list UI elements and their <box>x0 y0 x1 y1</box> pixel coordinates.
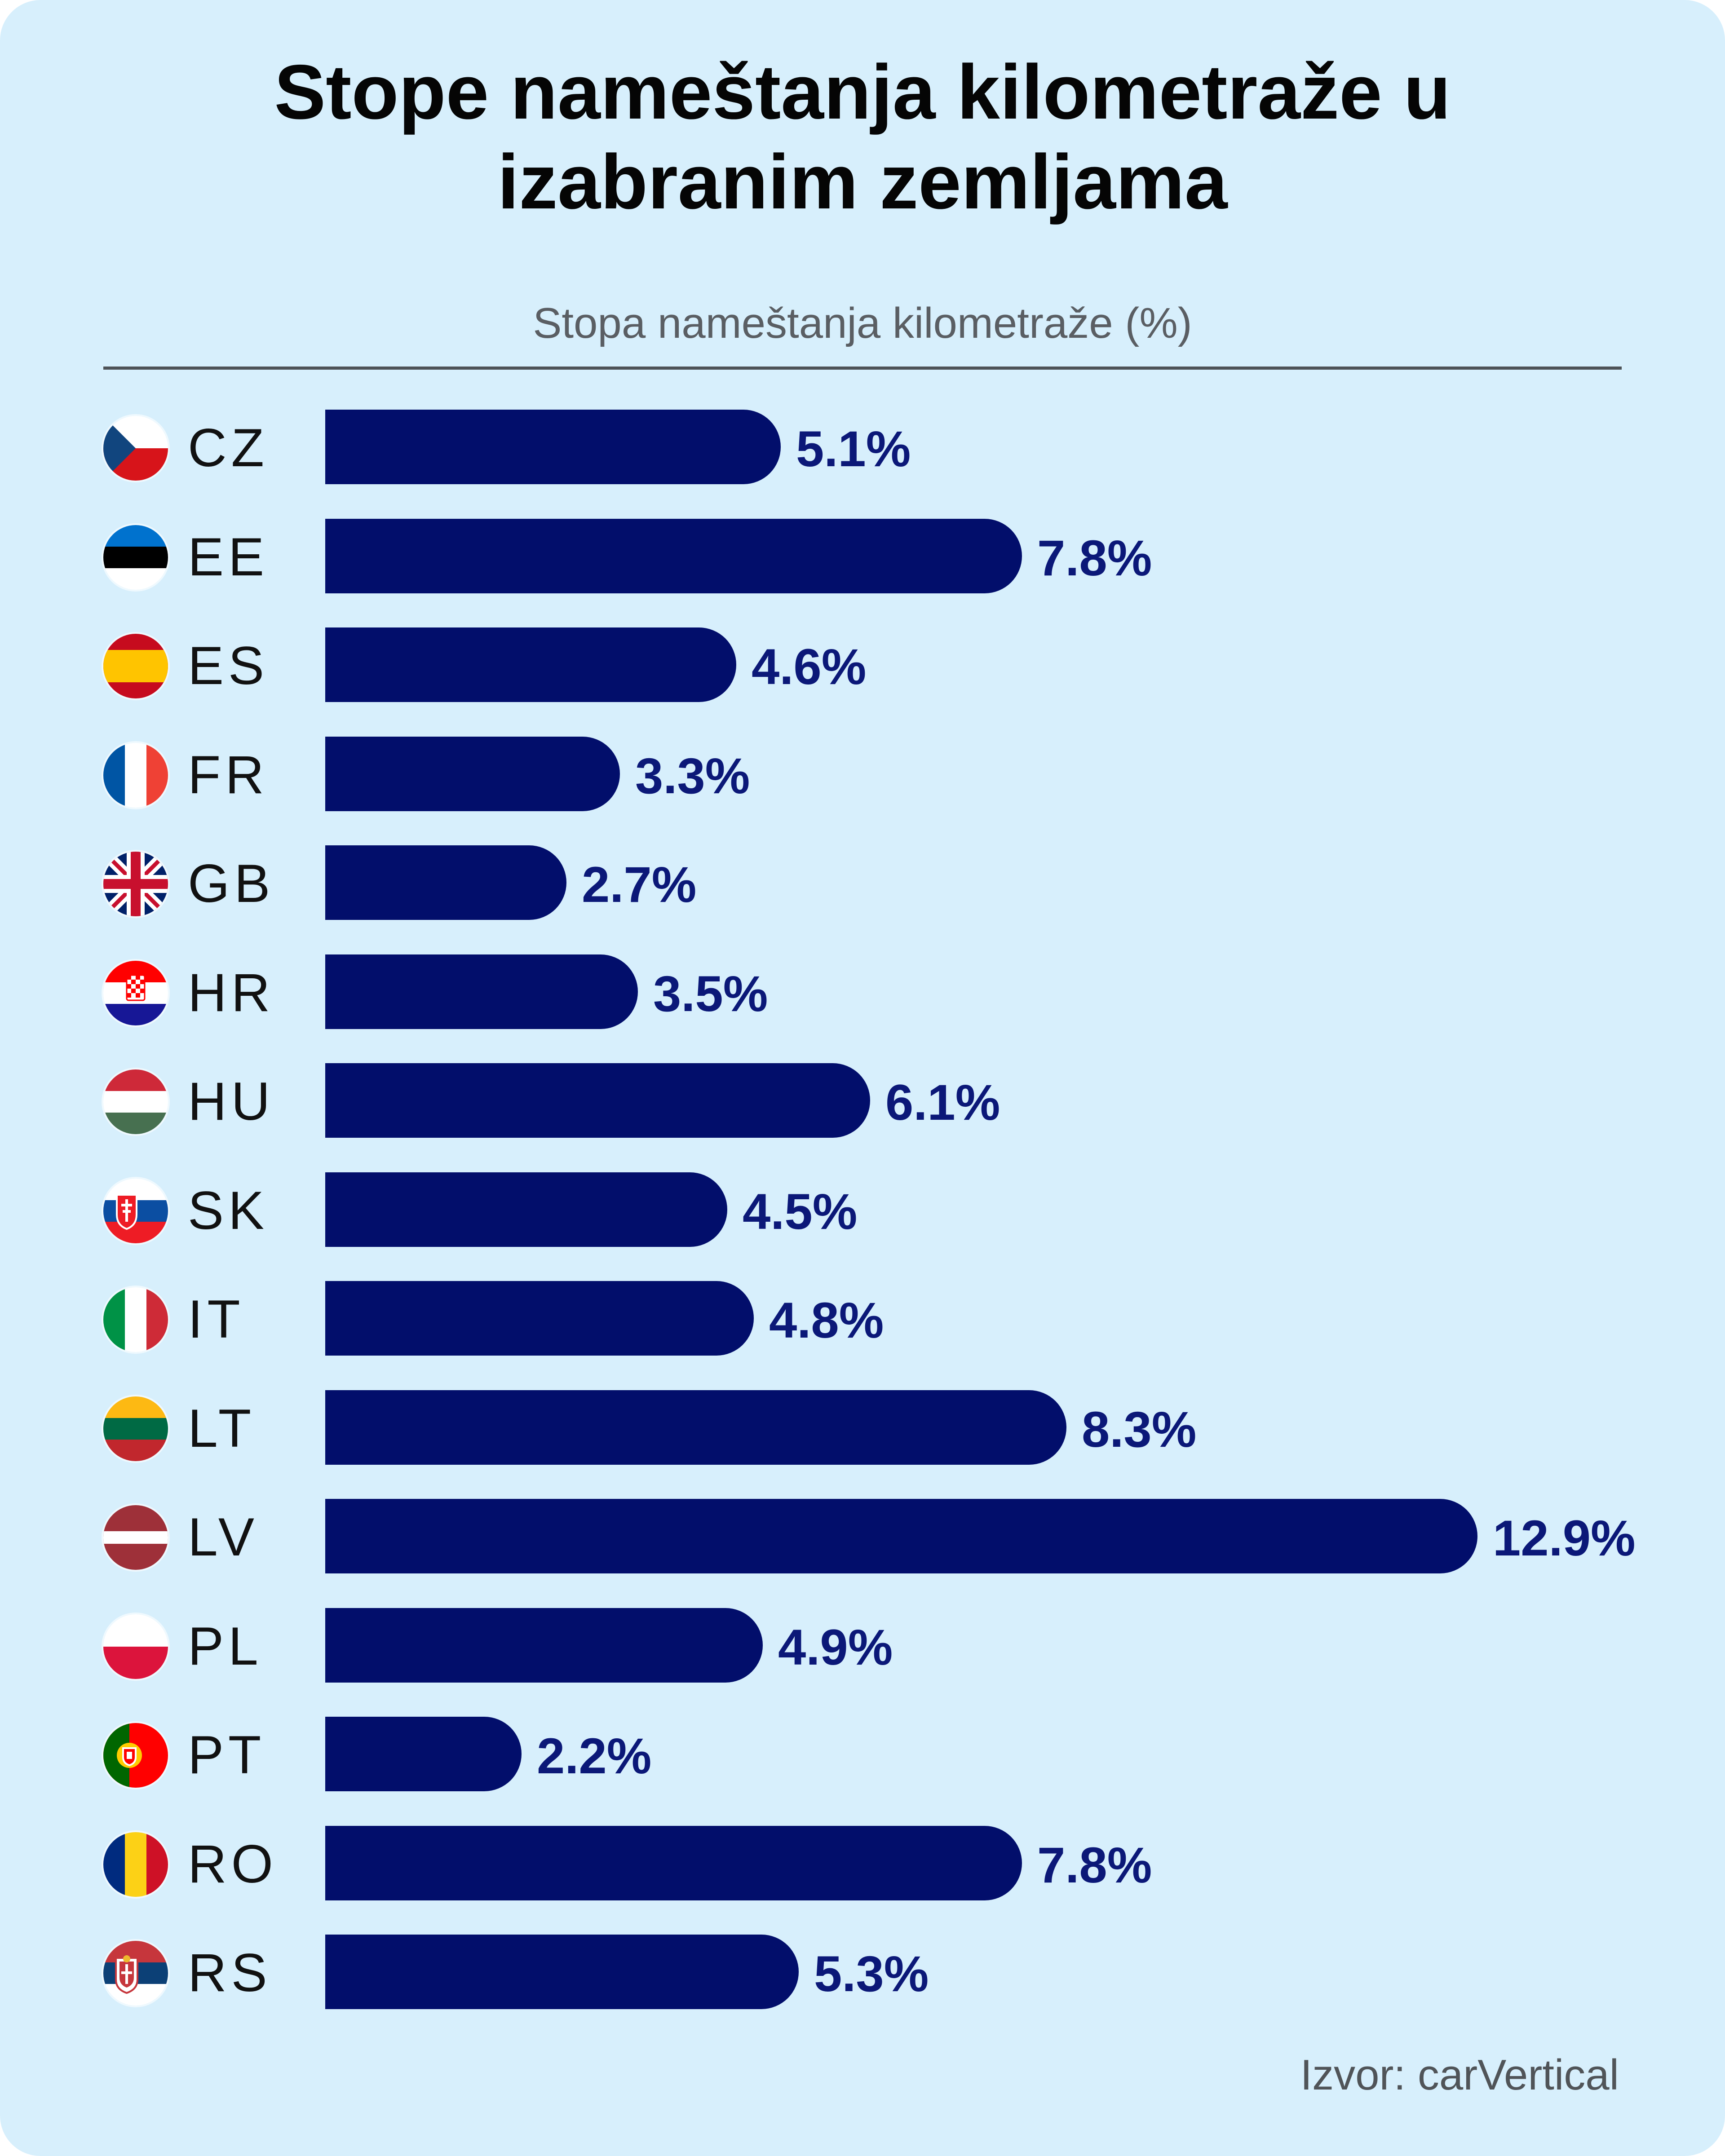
bar-row: RO 7.8% <box>0 1825 1725 1902</box>
bar <box>325 954 638 1029</box>
bar <box>325 1281 754 1356</box>
value-label: 5.3% <box>814 1946 929 2002</box>
value-label: 2.7% <box>582 857 697 913</box>
category-label: FR <box>188 744 269 805</box>
bar <box>325 1825 1022 1900</box>
ro-flag-icon <box>103 1832 168 1897</box>
lv-flag-icon <box>103 1505 168 1570</box>
value-label: 4.9% <box>778 1619 893 1675</box>
bar <box>325 1935 799 2009</box>
bar-row: LV 12.9% <box>0 1499 1725 1575</box>
bar-row: FR 3.3% <box>0 736 1725 813</box>
bar <box>325 1608 763 1683</box>
value-label: 2.2% <box>537 1728 652 1784</box>
category-label: GB <box>188 853 275 914</box>
bar <box>325 1499 1477 1573</box>
value-label: 4.6% <box>752 639 867 695</box>
category-label: LV <box>188 1507 259 1567</box>
bar-row: PT 2.2% <box>0 1717 1725 1793</box>
source-note: Izvor: carVertical <box>1300 2051 1619 2099</box>
sk-flag-icon <box>103 1178 168 1243</box>
gb-flag-icon <box>103 852 168 916</box>
category-label: PL <box>188 1616 263 1676</box>
bar-row: SK 4.5% <box>0 1172 1725 1249</box>
value-label: 3.5% <box>653 965 768 1022</box>
value-label: 7.8% <box>1037 1837 1152 1893</box>
bar <box>325 1717 522 1791</box>
category-label: RS <box>188 1943 272 2003</box>
category-label: HU <box>188 1071 275 1131</box>
value-label: 7.8% <box>1037 530 1152 586</box>
ee-flag-icon <box>103 525 168 590</box>
category-label: EE <box>188 526 269 587</box>
bar-row: PL 4.9% <box>0 1608 1725 1684</box>
it-flag-icon <box>103 1287 168 1352</box>
bar-row: HU 6.1% <box>0 1063 1725 1140</box>
bar-row: EE 7.8% <box>0 518 1725 595</box>
hu-flag-icon <box>103 1069 168 1134</box>
pt-flag-icon <box>103 1723 168 1788</box>
bar-row: CZ 5.1% <box>0 410 1725 486</box>
bar <box>325 736 620 811</box>
category-label: RO <box>188 1833 278 1894</box>
category-label: PT <box>188 1725 266 1785</box>
value-label: 6.1% <box>885 1074 1000 1131</box>
es-flag-icon <box>103 634 168 698</box>
category-label: SK <box>188 1180 269 1241</box>
x-axis-label: Stopa nameštanja kilometraže (%) <box>533 299 1192 347</box>
bar <box>325 627 736 702</box>
bar-row: HR 3.5% <box>0 954 1725 1031</box>
value-label: 8.3% <box>1082 1401 1197 1458</box>
bar-row: GB 2.7% <box>0 845 1725 922</box>
value-label: 4.5% <box>743 1183 858 1240</box>
category-label: IT <box>188 1289 245 1349</box>
lt-flag-icon <box>103 1396 168 1461</box>
category-label: HR <box>188 962 275 1023</box>
bar <box>325 1063 870 1138</box>
value-label: 5.1% <box>796 421 911 477</box>
bar-row: IT 4.8% <box>0 1281 1725 1357</box>
cz-flag-icon <box>103 416 168 481</box>
bar <box>325 518 1022 593</box>
axis-rule <box>103 367 1622 370</box>
bar-row: LT 8.3% <box>0 1390 1725 1467</box>
bar-row: ES 4.6% <box>0 627 1725 704</box>
category-label: LT <box>188 1398 256 1458</box>
pl-flag-icon <box>103 1614 168 1679</box>
bar <box>325 845 566 920</box>
value-label: 4.8% <box>769 1292 884 1348</box>
category-label: CZ <box>188 418 269 478</box>
bar <box>325 410 781 484</box>
bar-row: RS 5.3% <box>0 1935 1725 2011</box>
bar <box>325 1390 1066 1465</box>
hr-flag-icon <box>103 960 168 1025</box>
bar <box>325 1172 727 1247</box>
value-label: 3.3% <box>635 747 750 804</box>
chart-title: Stope nameštanja kilometraže u izabranim… <box>274 49 1451 225</box>
rs-flag-icon <box>103 1941 168 2006</box>
fr-flag-icon <box>103 742 168 808</box>
value-label: 12.9% <box>1493 1510 1636 1566</box>
category-label: ES <box>188 636 269 696</box>
